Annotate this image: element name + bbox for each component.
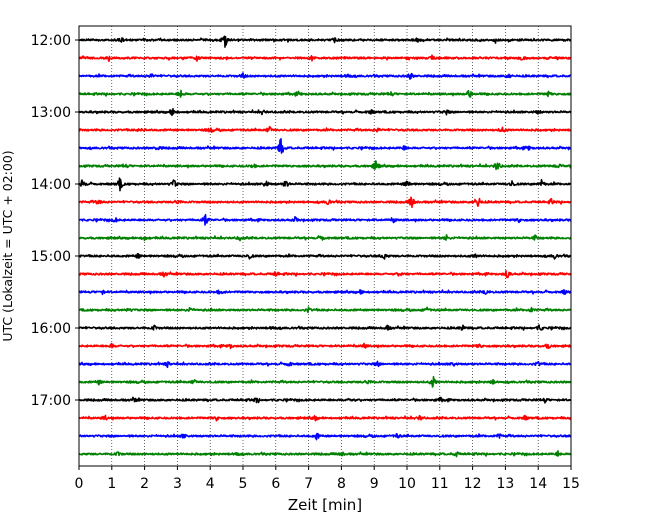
x-tick-label: 14 [529, 476, 547, 492]
x-axis-label: Zeit [min] [288, 496, 362, 514]
x-tick-label: 0 [75, 476, 84, 492]
x-tick-label: 12 [464, 476, 482, 492]
trace-line [78, 269, 572, 279]
vertical-grid [111, 26, 539, 466]
trace-line [78, 324, 572, 331]
x-tick-label: 10 [398, 476, 416, 492]
trace-line [78, 234, 572, 242]
x-tick-label: 3 [173, 476, 182, 492]
x-tick-label: 8 [337, 476, 346, 492]
trace-line [78, 360, 572, 369]
trace-line [78, 213, 572, 226]
trace-line [78, 89, 572, 98]
trace-line [78, 177, 572, 192]
trace-line [78, 432, 572, 441]
trace-line [78, 375, 572, 388]
trace-line [78, 414, 572, 422]
trace-line [78, 108, 572, 117]
trace-line [78, 306, 572, 314]
x-tick-label: 7 [304, 476, 313, 492]
x-tick-label: 1 [107, 476, 116, 492]
trace-line [78, 289, 572, 296]
trace-line [78, 196, 572, 209]
trace-line [78, 72, 572, 80]
trace-line [78, 54, 572, 62]
plot-frame [78, 25, 572, 467]
y-axis-label: UTC (Lokalzeit = UTC + 02:00) [0, 150, 15, 341]
y-tick-label: 13:00 [31, 105, 71, 121]
trace-line [78, 342, 572, 350]
y-tick-label: 16:00 [31, 321, 71, 337]
trace-line [78, 137, 572, 154]
x-tick-label: 9 [370, 476, 379, 492]
trace-line [78, 160, 572, 171]
trace-line [78, 125, 572, 133]
trace-line [78, 396, 572, 404]
seismic-traces [78, 35, 572, 458]
trace-line [78, 450, 572, 458]
x-tick-label: 15 [562, 476, 580, 492]
x-axis-ticks: 0 1 2 3 4 5 6 7 8 9 10 11 12 13 14 15 [75, 466, 580, 492]
x-tick-label: 2 [140, 476, 149, 492]
trace-line [78, 35, 572, 48]
y-axis-ticks: 12:00 13:00 14:00 15:00 16:00 17:00 [31, 33, 79, 409]
x-tick-label: 4 [206, 476, 215, 492]
x-tick-label: 5 [239, 476, 248, 492]
x-tick-label: 13 [496, 476, 514, 492]
x-tick-label: 6 [271, 476, 280, 492]
y-tick-label: 15:00 [31, 249, 71, 265]
trace-line [78, 253, 572, 260]
y-tick-label: 12:00 [31, 33, 71, 49]
y-tick-label: 17:00 [31, 393, 71, 409]
y-tick-label: 14:00 [31, 177, 71, 193]
x-tick-label: 11 [431, 476, 449, 492]
